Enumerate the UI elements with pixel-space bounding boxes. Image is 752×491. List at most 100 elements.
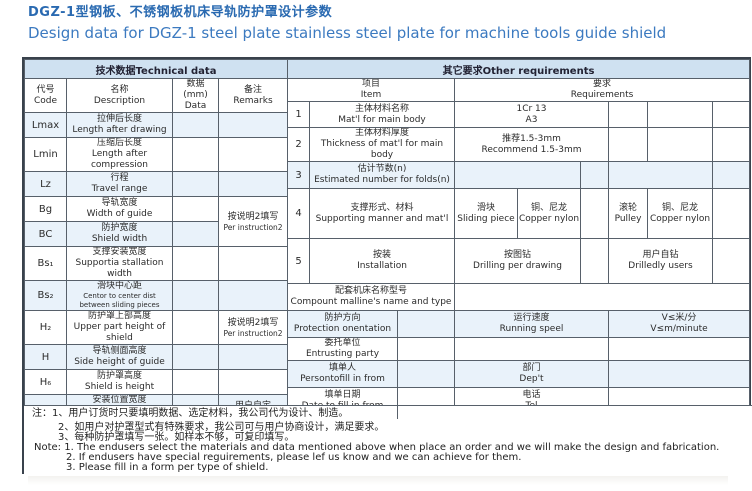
doc-title-en: Design data for DGZ-1 steel plate stainl… [28,24,667,42]
table-row: H₆ 防护罩高度 Shield is height [24,369,289,395]
data-blank-cell [172,171,219,197]
code-cell: BC [24,221,67,247]
option-cell-pulley: 滚轮 Pulley [608,188,648,239]
table-row: 项目 Item 要求 Requirements [287,78,751,102]
desc-cell: 支撑安装宽度 Supportia stallation width [66,246,173,281]
note-zh-3: 3、每种防护罩填写一张。如样本不够，可复印填写。 [58,432,295,443]
note-en-2: 2. If endusers have special reguirements… [66,452,522,463]
note-en-3: 3. Please fill in a form per type of shi… [66,462,269,473]
code-cell: Lz [24,171,67,197]
table-row: Lz 行程 Travel range [24,171,289,197]
code-cell: Bs₁ [24,246,67,281]
option-cell-sliding-piece: 滑块 Sliding piece [454,188,518,239]
remark-blank-cell [217,137,289,172]
blank-cell [711,127,751,162]
data-blank-cell [172,369,219,395]
doc-title-zh: DGZ-1型钢板、不锈钢板机床导轨防护罩设计参数 [28,5,333,20]
data-blank-cell [172,246,219,281]
table-row: 代号 Code 名称 Description 数据 (mm) Data 备注 Remar… [24,78,289,113]
table-row: Bs₁ 支撑安装宽度 Supportia stallation width [24,246,289,281]
technical-data-table: 技术数据Technical data 代号 Code 名称 Description … [23,59,289,463]
data-blank-cell [172,137,219,172]
table-row: 技术数据Technical data [23,59,289,79]
notes-divider-tick [397,405,398,419]
data-blank-cell [172,344,219,370]
note-en-1: Note: 1. The endusers select the materia… [34,442,720,453]
col-header-code: 代号 Code [24,78,67,113]
option-cell-copper-nylon: 铜、尼龙 Copper nylon [647,188,713,239]
blank-cell [711,238,751,284]
table-row: Bg 导轨宽度 Width of guide 按说明2填写 Per instruct… [24,196,289,247]
blank-cell [711,161,751,189]
requirement-cell: 推荐1.5-3mm Recommend 1.5-3mm [454,127,609,162]
blank-cell [453,283,751,311]
item-cell: 估计节数(n) Estimated number for folds(n) [309,161,455,189]
blank-cell [580,161,609,189]
data-blank-cell [172,112,219,138]
col-header-item: 项目 Item [287,78,455,102]
other-requirements-header: 其它要求Other requirements [286,59,751,79]
page-bottom-shading [28,476,728,485]
code-cell: Bg [24,196,67,222]
option-cell-drilling-per-drawing: 按图钻 Drilling per drawing [454,238,581,284]
table-row: 4 支撑形式、材料 Supporting manner and mat'l 滑块 S… [287,188,751,239]
table-row: Lmin 压缩后长度 Length after compression [24,137,289,172]
option-cell-copper-nylon: 铜、尼龙 Copper nylon [517,188,581,239]
remark-blank-cell [217,246,289,281]
code-cell: H₆ [24,369,67,395]
item-cell: 委托单位 Entrusting party [287,337,398,361]
desc-cell: 防护宽度 Shield width [66,221,173,247]
blank-cell [711,101,751,128]
table-row: H 导轨侧面高度 Side height of guide [24,344,289,370]
item-cell: 主体材料名称 Mat'l for main body [309,101,455,128]
remark-blank-cell [217,112,289,138]
remark-blank-cell [217,280,289,311]
desc-cell: 拉伸后长度 Length after drawing [66,112,173,138]
blank-cell [647,127,713,162]
option-cell-drilled-by-users: 用户自钻 Drilledly users [608,238,713,284]
blank-cell [647,101,713,128]
code-cell: Lmax [24,112,67,138]
item-cell: 支撑形式、材料 Supporting manner and mat'l [309,188,455,239]
speed-limit-cell: V≤米/分 V≤m/minute [607,310,751,338]
table-row: 配套机床名称型号 Compount malline's name and type [287,283,751,311]
table-row: 防护方向 Protection onentation 运行速度 Running sp… [287,310,751,338]
desc-cell: 导轨宽度 Width of guide [66,196,173,222]
technical-data-header: 技术数据Technical data [23,59,289,79]
department-cell: 部门 Dep't [454,360,609,388]
blank-cell [580,238,609,284]
data-blank-cell [172,221,219,247]
table-row: H₂ 防护罩上部高度 Upper part height of shield 按说… [24,310,289,345]
blank-cell [397,337,455,361]
remark-blank-cell [217,344,289,370]
table-row: 3 估计节数(n) Estimated number for folds(n) [287,161,751,189]
blank-cell [454,337,609,361]
table-row: BC 防护宽度 Shield width [24,221,288,247]
item-cell: 按装 Installation [309,238,455,284]
desc-cell: 防护罩上部高度 Upper part height of shield [66,310,173,345]
col-header-requirements: 要求 Requirements [453,78,751,102]
blank-cell [608,127,648,162]
desc-cell: 导轨侧面高度 Side height of guide [66,344,173,370]
code-cell: Lmin [24,137,67,172]
note-zh-1: 注：1、用户订货时只要填明数据、选定材料，我公司代为设计、制造。 [32,408,349,419]
table-row: 1 主体材料名称 Mat'l for main body 1Cr 13 A3 [287,101,751,128]
row-number: 2 [287,127,310,162]
item-cell: 填单人 Persontofill in from [287,360,398,388]
col-header-remarks: 备注 Remarks [217,78,289,113]
blank-cell [608,101,648,128]
data-blank-cell [172,310,219,345]
row-number: 3 [287,161,310,189]
spec-sheet: 技术数据Technical data 代号 Code 名称 Description … [22,57,752,474]
desc-cell: 行程 Travel range [66,171,173,197]
item-cell: 主体材料厚度 Thickness of mat'l for main body [309,127,455,162]
blank-cell [607,337,751,361]
blank-cell [454,161,581,189]
requirement-cell: 1Cr 13 A3 [454,101,609,128]
remark-blank-cell [217,171,289,197]
table-row: 2 主体材料厚度 Thickness of mat'l for main body… [287,127,751,162]
remark-cell: 按说明2填写 Per instruction2 [217,196,289,247]
desc-cell: 滑块中心距 Centor to center dist between slidi… [66,280,173,311]
blank-cell [580,188,609,239]
table-row: Lmax 拉伸后长度 Length after drawing [24,112,289,138]
